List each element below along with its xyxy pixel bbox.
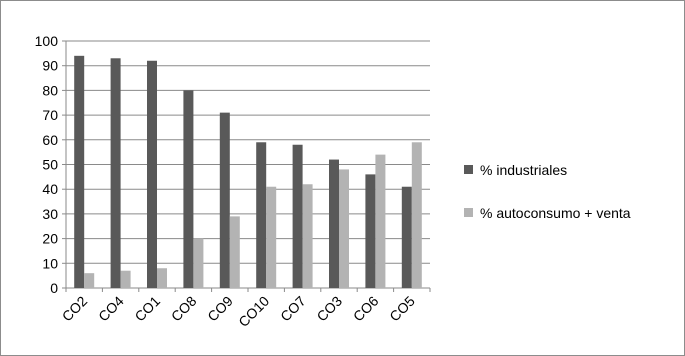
bar-co9-series-2: [229, 216, 240, 288]
bar-co1-series-1: [147, 60, 157, 289]
x-tick-label: CO10: [235, 293, 272, 330]
y-tick-label: 0: [50, 280, 58, 296]
bar-co3-series-1: [329, 159, 339, 288]
x-tick-label: CO9: [204, 293, 236, 325]
bar-co8-series-2: [193, 238, 204, 288]
x-tick-label: CO3: [313, 293, 345, 325]
bar-co6-series-1: [365, 174, 376, 288]
legend-label-industriales: % industriales: [480, 162, 567, 178]
bar-co1-series-2: [157, 268, 167, 288]
bar-co3-series-2: [339, 169, 349, 288]
y-tick-label: 30: [42, 206, 58, 222]
y-tick-label: 100: [35, 33, 59, 49]
y-tick-label: 90: [42, 58, 58, 74]
bar-co10-series-2: [266, 186, 277, 288]
x-tick-label: CO4: [95, 293, 127, 325]
y-tick-label: 10: [42, 255, 58, 271]
bar-co8-series-1: [183, 90, 194, 289]
bar-co5-series-2: [411, 142, 422, 288]
y-tick-label: 50: [42, 157, 58, 173]
bar-co4-series-2: [120, 270, 131, 288]
legend: % industriales % autoconsumo + venta: [464, 162, 631, 221]
bar-co9-series-1: [219, 112, 230, 288]
bars: [74, 55, 422, 289]
bar-co2-series-2: [84, 273, 95, 288]
legend-label-autoconsumo-venta: % autoconsumo + venta: [480, 205, 631, 221]
bar-co2-series-1: [74, 55, 85, 288]
bar-co5-series-1: [401, 186, 412, 288]
legend-swatch-autoconsumo-venta: [464, 208, 473, 217]
bar-co7-series-2: [302, 184, 313, 288]
y-tick-label: 40: [42, 181, 58, 197]
bar-co10-series-1: [256, 142, 267, 288]
x-tick-label: CO1: [131, 293, 163, 325]
x-tick-label: CO8: [168, 293, 200, 325]
bar-co6-series-2: [375, 154, 386, 288]
x-tick-label: CO7: [277, 293, 309, 325]
bar-co7-series-1: [292, 144, 303, 288]
y-tick-label: 70: [42, 107, 58, 123]
y-tick-label: 20: [42, 231, 58, 247]
y-tick-label: 60: [42, 132, 58, 148]
y-tick-label: 80: [42, 82, 58, 98]
legend-swatch-industriales: [464, 165, 473, 174]
x-tick-label: CO6: [350, 293, 382, 325]
y-tick-labels: 0 10 20 30 40 50 60 70 80 90 100: [35, 33, 59, 296]
x-tick-label: CO5: [386, 293, 418, 325]
bar-co4-series-1: [110, 58, 121, 288]
x-tick-label: CO2: [59, 293, 91, 325]
x-tick-labels: CO2 CO4 CO1 CO8 CO9 CO10 CO7 CO3 CO6 CO5: [59, 293, 418, 330]
